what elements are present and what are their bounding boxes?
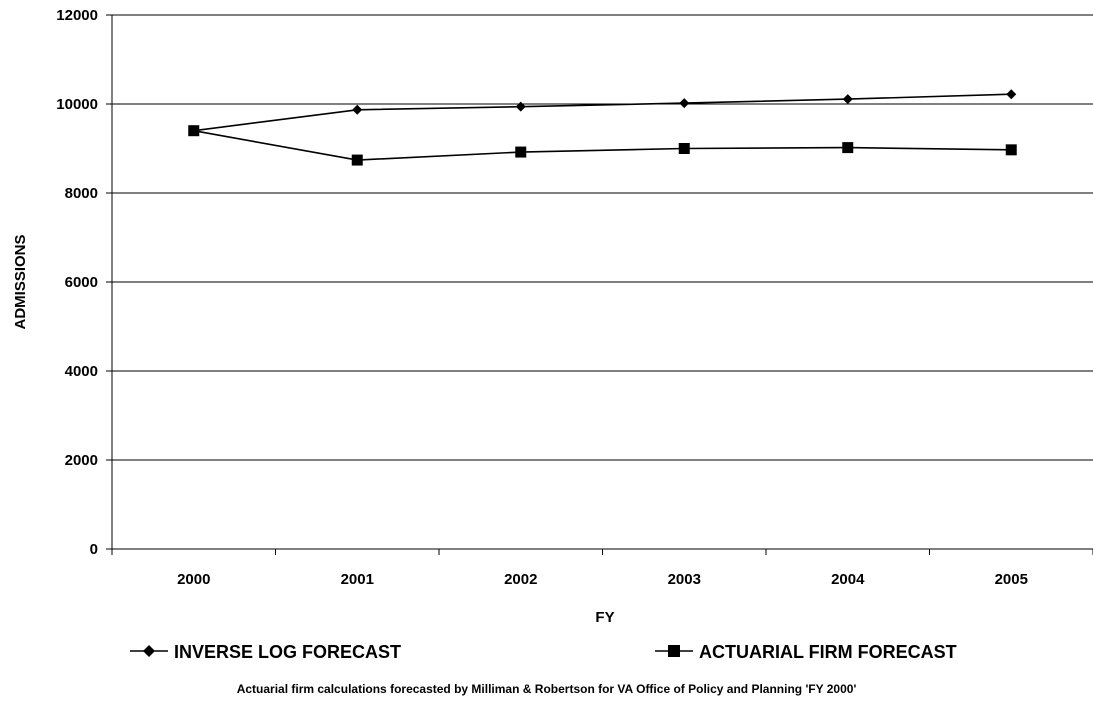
y-axis-title: ADMISSIONS: [12, 234, 29, 329]
x-axis-ticks: 2000 2001 2002 2003 2004 2005: [111, 549, 1093, 588]
series-group: [188, 89, 1017, 136]
series-line: [193, 129, 1012, 161]
legend-label: ACTUARIAL FIRM FORECAST: [699, 642, 957, 662]
y-tick-label: 12000: [56, 7, 98, 24]
x-tick-label: 2005: [995, 571, 1028, 588]
y-axis-ticks: 0 2000 4000 6000 8000 10000 12000: [56, 7, 112, 558]
data-point: [679, 98, 690, 109]
x-tick-label: 2000: [177, 571, 210, 588]
y-tick-label: 8000: [65, 185, 98, 202]
x-tick-label: 2002: [504, 571, 537, 588]
x-tick-label: 2001: [341, 571, 374, 588]
x-axis-title: FY: [595, 609, 614, 626]
data-point: [352, 104, 363, 115]
y-tick-label: 4000: [65, 363, 98, 380]
data-point: [1005, 144, 1017, 156]
legend-label: INVERSE LOG FORECAST: [174, 642, 401, 662]
gridlines: [112, 14, 1093, 461]
series-line: [193, 93, 1012, 132]
legend-marker: [668, 645, 680, 657]
data-point: [842, 94, 853, 105]
series-layer: [188, 89, 1017, 166]
data-point: [678, 143, 690, 154]
data-point: [188, 125, 200, 137]
legend-item: ACTUARIAL FIRM FORECAST: [655, 642, 957, 662]
x-tick-label: 2003: [668, 571, 701, 588]
footnote: Actuarial firm calculations forecasted b…: [236, 682, 857, 696]
data-point: [1006, 89, 1017, 100]
y-tick-label: 2000: [65, 452, 98, 469]
y-tick-label: 10000: [56, 96, 98, 113]
data-point: [351, 154, 363, 166]
data-point: [515, 101, 526, 112]
data-point: [515, 146, 527, 158]
legend-marker: [143, 645, 155, 657]
y-tick-label: 0: [90, 541, 98, 558]
x-tick-label: 2004: [831, 571, 865, 588]
series-group: [188, 125, 1017, 166]
legend-item: INVERSE LOG FORECAST: [130, 642, 401, 662]
data-point: [842, 142, 854, 154]
y-tick-label: 6000: [65, 274, 98, 291]
legend: INVERSE LOG FORECAST ACTUARIAL FIRM FOREC…: [130, 642, 957, 662]
